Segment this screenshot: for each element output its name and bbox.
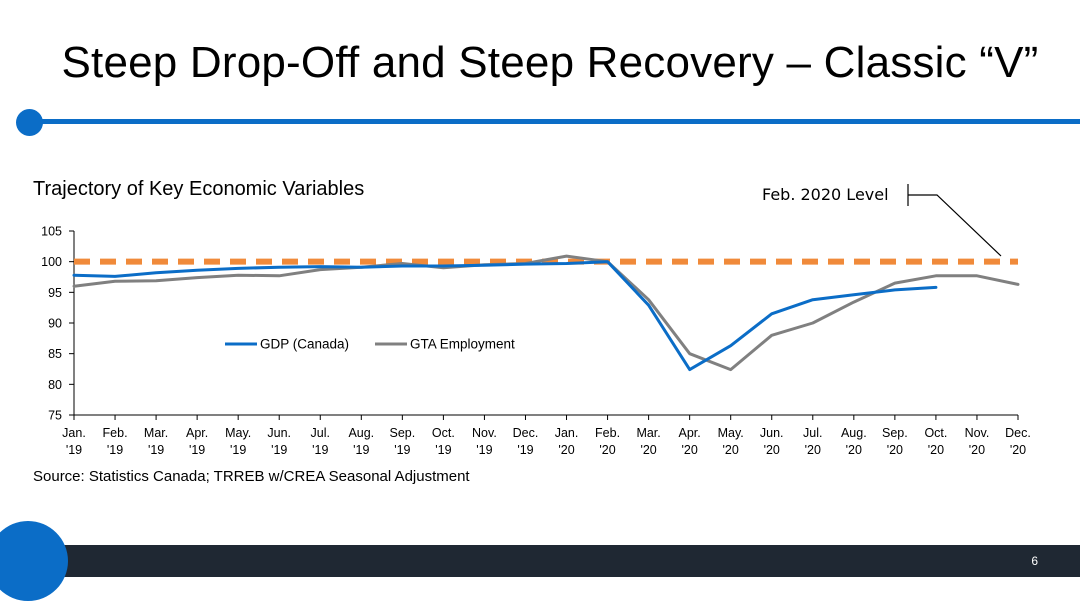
x-tick-label-month: Jul. bbox=[803, 426, 822, 440]
y-tick-label: 80 bbox=[48, 378, 62, 392]
x-tick-label-year: '20 bbox=[599, 443, 615, 457]
x-tick-label-month: Nov. bbox=[965, 426, 990, 440]
x-tick-label-year: '19 bbox=[476, 443, 492, 457]
x-tick-label-month: Dec. bbox=[513, 426, 539, 440]
x-tick-label-year: '19 bbox=[435, 443, 451, 457]
legend-label-gta-employment: GTA Employment bbox=[410, 337, 515, 352]
source-note: Source: Statistics Canada; TRREB w/CREA … bbox=[33, 468, 470, 485]
x-tick-label-year: '19 bbox=[353, 443, 369, 457]
chart-series bbox=[72, 254, 1020, 372]
chart-legend: GDP (Canada) GTA Employment bbox=[225, 337, 515, 352]
x-tick-label-month: Aug. bbox=[348, 426, 374, 440]
line-chart: 75 80 85 90 95 100 105 Jan. '19 Feb. '19 Mar. '19 Apr… bbox=[41, 184, 1031, 458]
chart-axes: 75 80 85 90 95 100 105 Jan. '19 Feb. '19 Mar. '19 Apr… bbox=[41, 225, 1031, 458]
x-tick-label-month: Feb. bbox=[595, 426, 620, 440]
x-tick-label-year: '20 bbox=[764, 443, 780, 457]
x-tick-label-month: Mar. bbox=[144, 426, 168, 440]
x-tick-label-month: Jan. bbox=[62, 426, 86, 440]
x-tick-label-month: Dec. bbox=[1005, 426, 1031, 440]
y-tick-label: 105 bbox=[41, 225, 62, 239]
series-line-gta-employment bbox=[72, 254, 1020, 372]
x-tick-label-year: '20 bbox=[640, 443, 656, 457]
y-tick-label: 100 bbox=[41, 255, 62, 269]
x-tick-label-year: '19 bbox=[517, 443, 533, 457]
footer-accent-dot bbox=[0, 521, 68, 601]
title-divider bbox=[30, 119, 1080, 124]
x-tick-label-year: '19 bbox=[394, 443, 410, 457]
series-line-gdp-canada bbox=[72, 260, 938, 372]
x-tick-label-month: Oct. bbox=[432, 426, 455, 440]
x-tick-label-year: '19 bbox=[312, 443, 328, 457]
x-tick-label-month: May. bbox=[718, 426, 744, 440]
x-tick-label-year: '19 bbox=[66, 443, 82, 457]
x-tick-label-month: May. bbox=[225, 426, 251, 440]
x-tick-label-month: Nov. bbox=[472, 426, 497, 440]
x-tick-label-year: '19 bbox=[189, 443, 205, 457]
y-tick-label: 90 bbox=[48, 317, 62, 331]
x-tick-label-month: Apr. bbox=[186, 426, 208, 440]
x-tick-label-year: '20 bbox=[1010, 443, 1026, 457]
page-number: 6 bbox=[1031, 554, 1038, 568]
legend-label-gdp-canada: GDP (Canada) bbox=[260, 337, 349, 352]
x-tick-label-year: '19 bbox=[271, 443, 287, 457]
x-tick-label-month: Jun. bbox=[267, 426, 291, 440]
x-tick-label-year: '19 bbox=[230, 443, 246, 457]
x-tick-label-month: Jun. bbox=[760, 426, 784, 440]
x-tick-label-month: Feb. bbox=[103, 426, 128, 440]
x-tick-label-month: Oct. bbox=[924, 426, 947, 440]
x-tick-label-month: Mar. bbox=[636, 426, 660, 440]
x-tick-label-year: '20 bbox=[723, 443, 739, 457]
x-tick-label-year: '20 bbox=[805, 443, 821, 457]
title-accent-dot bbox=[16, 109, 43, 136]
x-tick-label-year: '20 bbox=[928, 443, 944, 457]
x-tick-label-year: '20 bbox=[682, 443, 698, 457]
y-tick-label: 95 bbox=[48, 286, 62, 300]
x-tick-label-year: '20 bbox=[558, 443, 574, 457]
x-tick-label-month: Apr. bbox=[679, 426, 701, 440]
y-tick-label: 85 bbox=[48, 347, 62, 361]
x-tick-label-year: '20 bbox=[969, 443, 985, 457]
x-tick-label-month: Jan. bbox=[555, 426, 579, 440]
x-tick-label-month: Jul. bbox=[311, 426, 330, 440]
x-tick-label-year: '20 bbox=[887, 443, 903, 457]
x-tick-label-year: '20 bbox=[846, 443, 862, 457]
y-tick-label: 75 bbox=[48, 409, 62, 423]
slide-title: Steep Drop-Off and Steep Recovery – Clas… bbox=[61, 38, 1039, 87]
x-tick-label-year: '19 bbox=[107, 443, 123, 457]
reference-line-group: Feb. 2020 Level bbox=[74, 184, 1018, 265]
reference-line-label: Feb. 2020 Level bbox=[762, 185, 889, 204]
reference-callout-leader bbox=[908, 194, 1002, 257]
x-tick-label-month: Aug. bbox=[841, 426, 867, 440]
x-tick-label-month: Sep. bbox=[389, 426, 415, 440]
chart-title: Trajectory of Key Economic Variables bbox=[33, 178, 365, 200]
x-tick-label-month: Sep. bbox=[882, 426, 908, 440]
footer-bar bbox=[0, 545, 1080, 577]
x-tick-label-year: '19 bbox=[148, 443, 164, 457]
